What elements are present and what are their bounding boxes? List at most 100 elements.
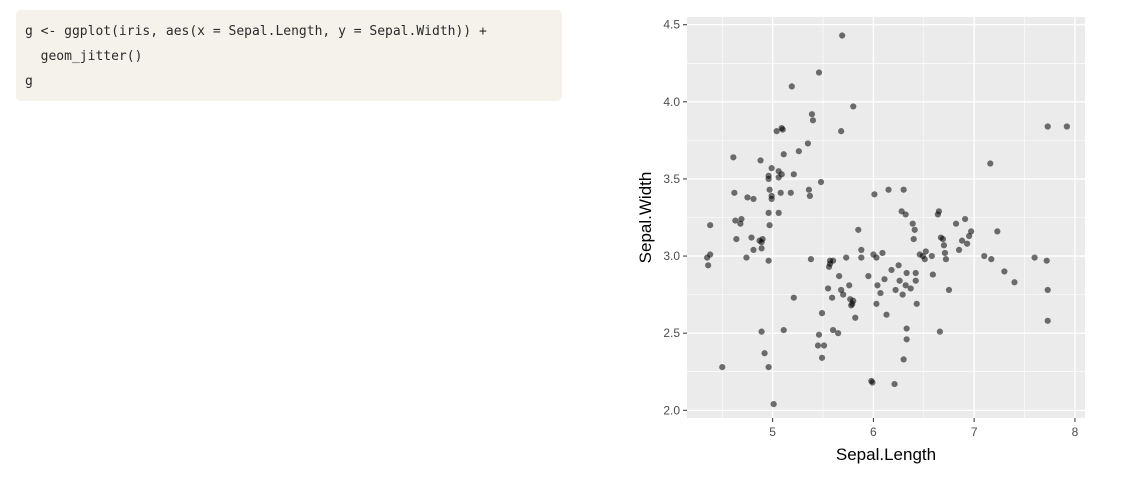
- data-point: [824, 285, 832, 292]
- data-point: [757, 157, 764, 164]
- data-point: [732, 217, 739, 224]
- data-point: [795, 148, 802, 155]
- data-point: [1044, 317, 1051, 324]
- data-point: [888, 266, 895, 274]
- data-point: [913, 300, 920, 307]
- data-point: [815, 331, 823, 338]
- data-point: [840, 291, 847, 298]
- y-tick-label: 2.5: [663, 326, 680, 340]
- y-tick-label: 2.0: [663, 403, 680, 417]
- data-point: [891, 380, 898, 388]
- minor-gridlines: [687, 17, 1085, 418]
- data-point: [909, 220, 916, 227]
- data-point: [805, 186, 813, 193]
- data-point: [768, 165, 775, 172]
- data-point: [750, 246, 757, 253]
- data-point: [839, 32, 846, 39]
- data-point: [922, 248, 929, 255]
- data-point: [850, 297, 857, 304]
- data-point: [787, 189, 794, 196]
- data-point: [994, 228, 1001, 235]
- data-point: [910, 235, 917, 243]
- data-point: [892, 286, 899, 294]
- data-point: [788, 83, 795, 90]
- data-point: [818, 310, 826, 317]
- data-point: [731, 189, 738, 196]
- data-point: [1011, 279, 1018, 286]
- data-point: [883, 311, 890, 318]
- data-point: [707, 222, 714, 229]
- data-point: [955, 246, 963, 253]
- data-point: [895, 262, 902, 269]
- code-line: g: [25, 74, 33, 89]
- data-point: [818, 354, 826, 361]
- data-point: [850, 103, 857, 110]
- data-point: [939, 235, 947, 243]
- data-point: [743, 254, 750, 261]
- data-point: [836, 273, 843, 280]
- data-point: [903, 325, 910, 332]
- data-point: [830, 326, 837, 334]
- data-point: [855, 226, 862, 233]
- y-tick-label: 3.0: [663, 249, 680, 263]
- data-point: [858, 246, 865, 253]
- data-point: [873, 254, 880, 261]
- data-point: [738, 215, 745, 223]
- data-point: [929, 271, 936, 278]
- data-point: [744, 194, 751, 201]
- data-point: [879, 249, 886, 257]
- data-point: [952, 220, 960, 227]
- data-point: [768, 192, 775, 200]
- data-point: [737, 220, 744, 227]
- data-point: [758, 245, 765, 252]
- data-point: [941, 249, 949, 257]
- data-point: [773, 128, 780, 135]
- data-point: [881, 276, 888, 283]
- x-tick-label: 7: [971, 425, 978, 439]
- data-point: [817, 178, 825, 186]
- data-point: [907, 285, 914, 292]
- data-point: [808, 111, 816, 118]
- data-point: [877, 289, 884, 297]
- data-point: [945, 286, 953, 294]
- x-axis-title: Sepal.Length: [836, 445, 936, 464]
- data-point: [843, 254, 850, 261]
- data-point: [804, 140, 812, 147]
- data-point: [766, 186, 773, 193]
- data-point: [838, 286, 845, 294]
- data-point: [820, 342, 828, 349]
- data-point: [750, 195, 757, 203]
- data-point: [874, 282, 881, 289]
- data-point: [705, 262, 712, 269]
- data-point: [733, 235, 740, 243]
- data-point: [966, 232, 973, 240]
- x-tick-label: 5: [769, 425, 776, 439]
- y-tick-label: 4.5: [663, 18, 680, 32]
- data-point: [964, 240, 971, 247]
- data-point: [869, 379, 876, 386]
- data-point: [780, 151, 787, 158]
- data-point: [958, 237, 966, 244]
- data-point: [748, 234, 755, 241]
- y-axis-title: Sepal.Width: [636, 172, 655, 264]
- data-point: [858, 254, 865, 261]
- data-point: [1043, 257, 1050, 264]
- data-point: [775, 209, 782, 216]
- data-point: [900, 356, 907, 363]
- data-point: [1044, 123, 1051, 130]
- data-point: [780, 326, 787, 334]
- data-point: [761, 350, 768, 357]
- data-point: [968, 228, 975, 235]
- data-point: [912, 277, 919, 284]
- data-point: [885, 186, 892, 193]
- data-point: [899, 291, 906, 298]
- data-point: [903, 336, 910, 343]
- y-tick-label: 3.5: [663, 172, 680, 186]
- data-point: [852, 314, 859, 321]
- data-point: [1031, 254, 1038, 261]
- data-point: [790, 171, 797, 178]
- data-points: [704, 32, 1070, 408]
- data-point: [765, 175, 772, 183]
- data-point: [936, 328, 944, 335]
